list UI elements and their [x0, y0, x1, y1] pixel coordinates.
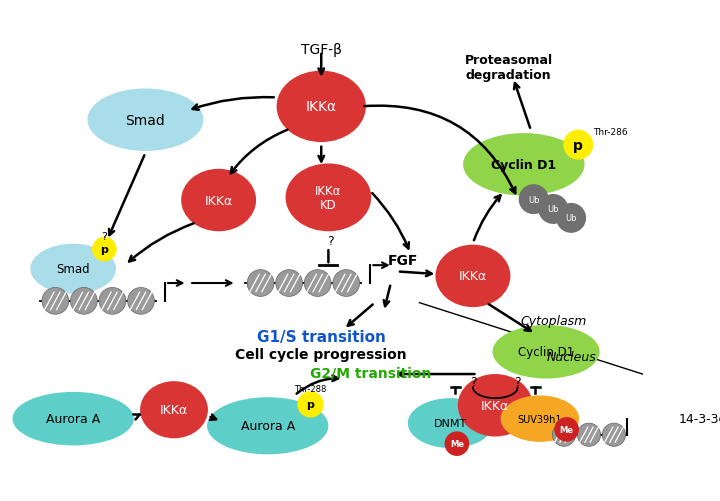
Text: Ub: Ub	[565, 214, 577, 223]
Text: G1/S transition: G1/S transition	[257, 329, 386, 344]
Circle shape	[564, 131, 593, 160]
Text: Smad: Smad	[125, 114, 166, 127]
Ellipse shape	[500, 396, 579, 442]
Text: SUV39h1: SUV39h1	[518, 414, 562, 424]
Ellipse shape	[276, 72, 366, 143]
Ellipse shape	[181, 169, 256, 232]
Text: Me: Me	[559, 425, 574, 434]
Ellipse shape	[286, 164, 372, 232]
Circle shape	[247, 270, 274, 297]
Ellipse shape	[87, 89, 204, 152]
Circle shape	[445, 432, 469, 455]
Text: Thr-286: Thr-286	[593, 128, 628, 137]
Text: IKKα: IKKα	[306, 100, 337, 114]
Ellipse shape	[408, 398, 493, 448]
Text: Ub: Ub	[528, 195, 539, 204]
Text: Cell cycle progression: Cell cycle progression	[235, 348, 407, 362]
Text: ?: ?	[102, 231, 107, 241]
Circle shape	[276, 270, 302, 297]
Ellipse shape	[436, 245, 510, 308]
Circle shape	[519, 185, 548, 214]
Text: IKKα: IKKα	[204, 194, 233, 207]
Text: p: p	[573, 138, 583, 152]
Text: IKKα: IKKα	[160, 403, 188, 416]
Circle shape	[298, 392, 323, 417]
Text: IKKα: IKKα	[481, 399, 509, 412]
Text: ?: ?	[327, 234, 333, 247]
Text: ?: ?	[514, 375, 521, 388]
Text: Smad: Smad	[56, 263, 90, 276]
Circle shape	[305, 270, 331, 297]
Text: ?: ?	[469, 375, 476, 388]
Text: DNMT: DNMT	[434, 418, 467, 428]
Text: 14-3-3σ: 14-3-3σ	[678, 412, 720, 425]
Circle shape	[577, 423, 600, 446]
Ellipse shape	[207, 397, 328, 454]
Text: Cyclin D1: Cyclin D1	[491, 158, 557, 171]
Ellipse shape	[140, 381, 208, 438]
Ellipse shape	[12, 392, 134, 445]
Text: p: p	[101, 244, 108, 255]
Ellipse shape	[463, 134, 585, 196]
Circle shape	[552, 423, 575, 446]
Text: IKKα: IKKα	[459, 270, 487, 283]
Text: IKKα
KD: IKKα KD	[315, 184, 341, 211]
Text: TGF-β: TGF-β	[301, 43, 342, 57]
Circle shape	[555, 418, 578, 441]
Circle shape	[539, 195, 567, 224]
Text: Cyclin D1: Cyclin D1	[518, 346, 575, 359]
Text: p: p	[307, 400, 315, 409]
Text: Nucleus: Nucleus	[546, 350, 596, 363]
Text: Aurora A: Aurora A	[240, 419, 294, 432]
Text: Me: Me	[450, 439, 464, 448]
Circle shape	[127, 288, 154, 315]
Ellipse shape	[492, 325, 600, 379]
Text: Aurora A: Aurora A	[46, 412, 100, 425]
Text: FGF: FGF	[388, 254, 418, 267]
Ellipse shape	[458, 374, 533, 437]
Text: Cytoplasm: Cytoplasm	[520, 314, 586, 327]
Text: Thr-288: Thr-288	[294, 384, 327, 393]
Text: Proteasomal
degradation: Proteasomal degradation	[464, 54, 553, 82]
Text: G2/M transition: G2/M transition	[310, 366, 431, 379]
Ellipse shape	[30, 244, 116, 294]
Text: Ub: Ub	[547, 205, 559, 214]
Circle shape	[603, 423, 626, 446]
Circle shape	[71, 288, 97, 315]
Circle shape	[42, 288, 68, 315]
Circle shape	[93, 238, 116, 261]
Circle shape	[333, 270, 359, 297]
Circle shape	[99, 288, 126, 315]
Circle shape	[557, 204, 585, 232]
